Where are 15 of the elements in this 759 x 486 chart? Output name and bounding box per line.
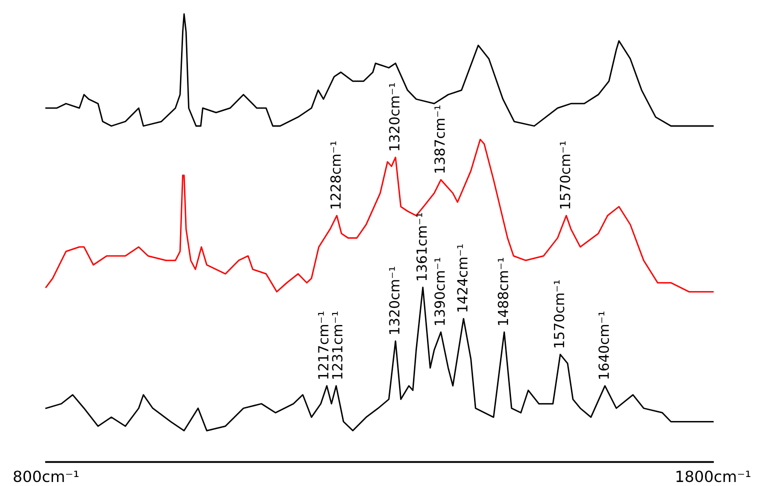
annotation: 1640cm⁻¹ <box>598 312 609 379</box>
x-tick-label: 1800cm⁻¹ <box>676 470 750 482</box>
annotation: 1361cm⁻¹ <box>416 213 427 280</box>
annotation: 1570cm⁻¹ <box>554 280 564 348</box>
annotation: 1228cm⁻¹ <box>330 141 341 209</box>
annotation: 1320cm⁻¹ <box>389 266 400 334</box>
annotation: 1390cm⁻¹ <box>434 258 445 325</box>
annotation: 1424cm⁻¹ <box>457 244 468 312</box>
x-tick-label: 800cm⁻¹ <box>14 470 78 482</box>
annotation: 1231cm⁻¹ <box>332 312 343 379</box>
annotation: 1320cm⁻¹ <box>389 83 400 150</box>
annotation: 1387cm⁻¹ <box>434 106 445 173</box>
annotation: 1217cm⁻¹ <box>318 312 329 379</box>
annotation: 1570cm⁻¹ <box>560 141 570 209</box>
annotation: 1488cm⁻¹ <box>498 258 508 325</box>
